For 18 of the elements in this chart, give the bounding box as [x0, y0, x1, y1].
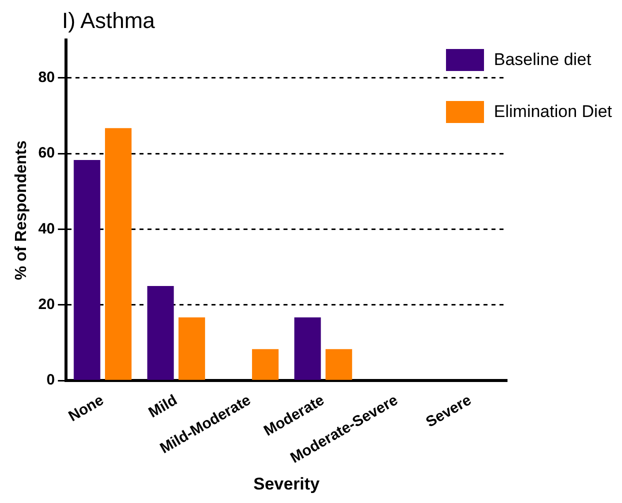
bar [294, 317, 321, 380]
bar [104, 128, 132, 380]
legend-label: Baseline diet [494, 50, 592, 70]
bar [326, 349, 352, 380]
y-tick-label: 80 [38, 68, 55, 86]
x-axis-title: Severity [253, 474, 320, 494]
y-axis-title: % of Respondents [13, 140, 30, 280]
bar [252, 349, 279, 380]
bar [147, 286, 174, 380]
bar [178, 317, 206, 380]
legend-label: Elimination Diet [494, 102, 612, 122]
y-tick-label: 60 [38, 144, 55, 162]
chart-title: I) Asthma [62, 8, 155, 34]
y-tick-label: 40 [38, 220, 55, 238]
bar [74, 160, 100, 380]
y-tick-label: 0 [46, 372, 55, 389]
x-tick-label: None [66, 392, 107, 426]
y-tick-label: 20 [38, 296, 55, 314]
